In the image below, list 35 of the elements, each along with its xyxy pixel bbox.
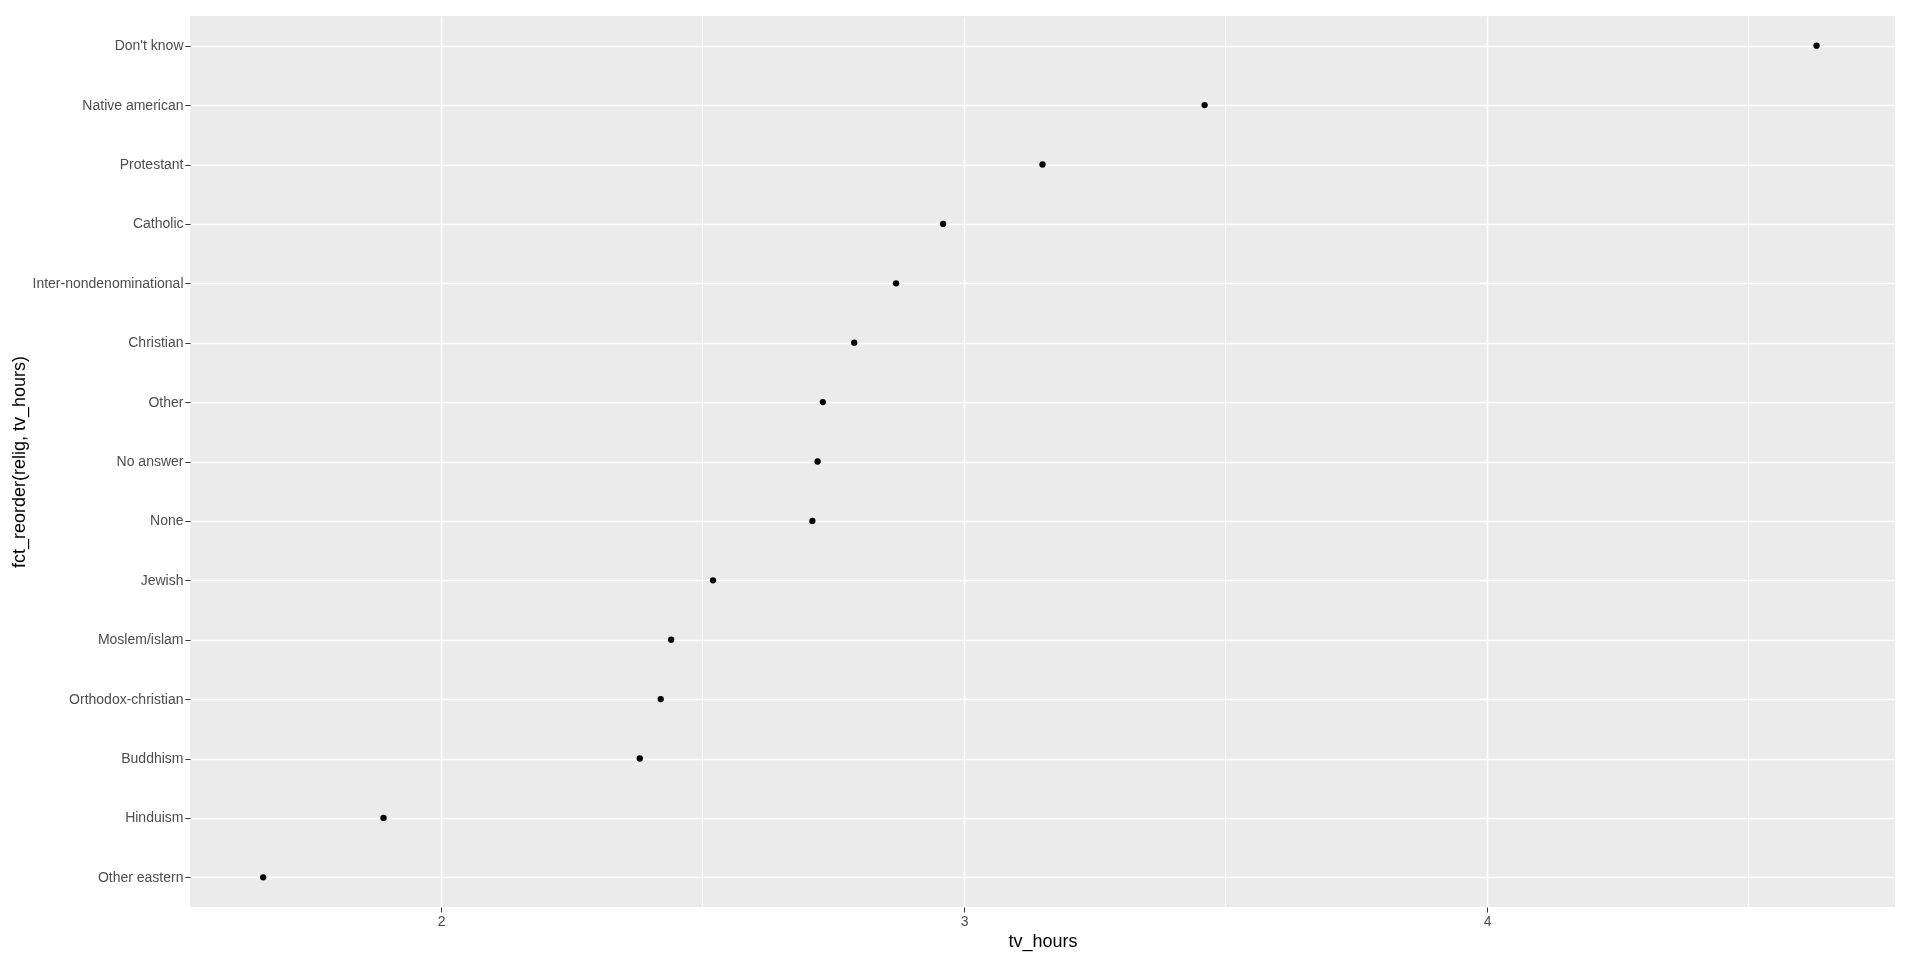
y-tick-label: Christian: [128, 334, 184, 351]
point: [892, 280, 900, 287]
point: [636, 755, 643, 762]
point: [1039, 161, 1046, 168]
y-tick-label: Native american: [82, 96, 184, 113]
x-tick-label: 3: [960, 912, 969, 929]
y-tick-label: Jewish: [140, 571, 184, 588]
y-tick-label: Moslem/islam: [97, 631, 184, 648]
x-axis-title: tv_hours: [1008, 930, 1078, 952]
point: [939, 220, 947, 228]
point: [851, 339, 858, 346]
point: [380, 814, 387, 822]
point: [709, 577, 717, 584]
y-tick-label: Catholic: [132, 215, 184, 232]
y-tick-label: Orthodox-christian: [69, 690, 184, 707]
point: [668, 636, 675, 643]
point: [809, 517, 816, 525]
point: [1201, 101, 1208, 109]
y-tick-label: None: [150, 512, 184, 529]
x-tick-label: 4: [1483, 912, 1492, 929]
y-axis-title: fct_reorder(relig, tv_hours): [8, 355, 30, 569]
point: [1813, 42, 1820, 49]
x-tick-label: 2: [437, 912, 446, 929]
y-tick-label: Other: [148, 393, 184, 410]
point: [814, 458, 821, 465]
point: [657, 695, 664, 703]
point: [819, 398, 826, 406]
y-tick-label: Inter-nondenominational: [32, 274, 184, 291]
y-tick-label: Protestant: [119, 156, 184, 172]
y-tick-label: Other eastern: [97, 868, 184, 885]
y-tick-label: Buddhism: [121, 750, 184, 766]
y-tick-label: Hinduism: [125, 809, 184, 826]
y-tick-label: Don't know: [114, 37, 185, 54]
point: [260, 874, 267, 881]
y-tick-label: No answer: [116, 453, 184, 469]
